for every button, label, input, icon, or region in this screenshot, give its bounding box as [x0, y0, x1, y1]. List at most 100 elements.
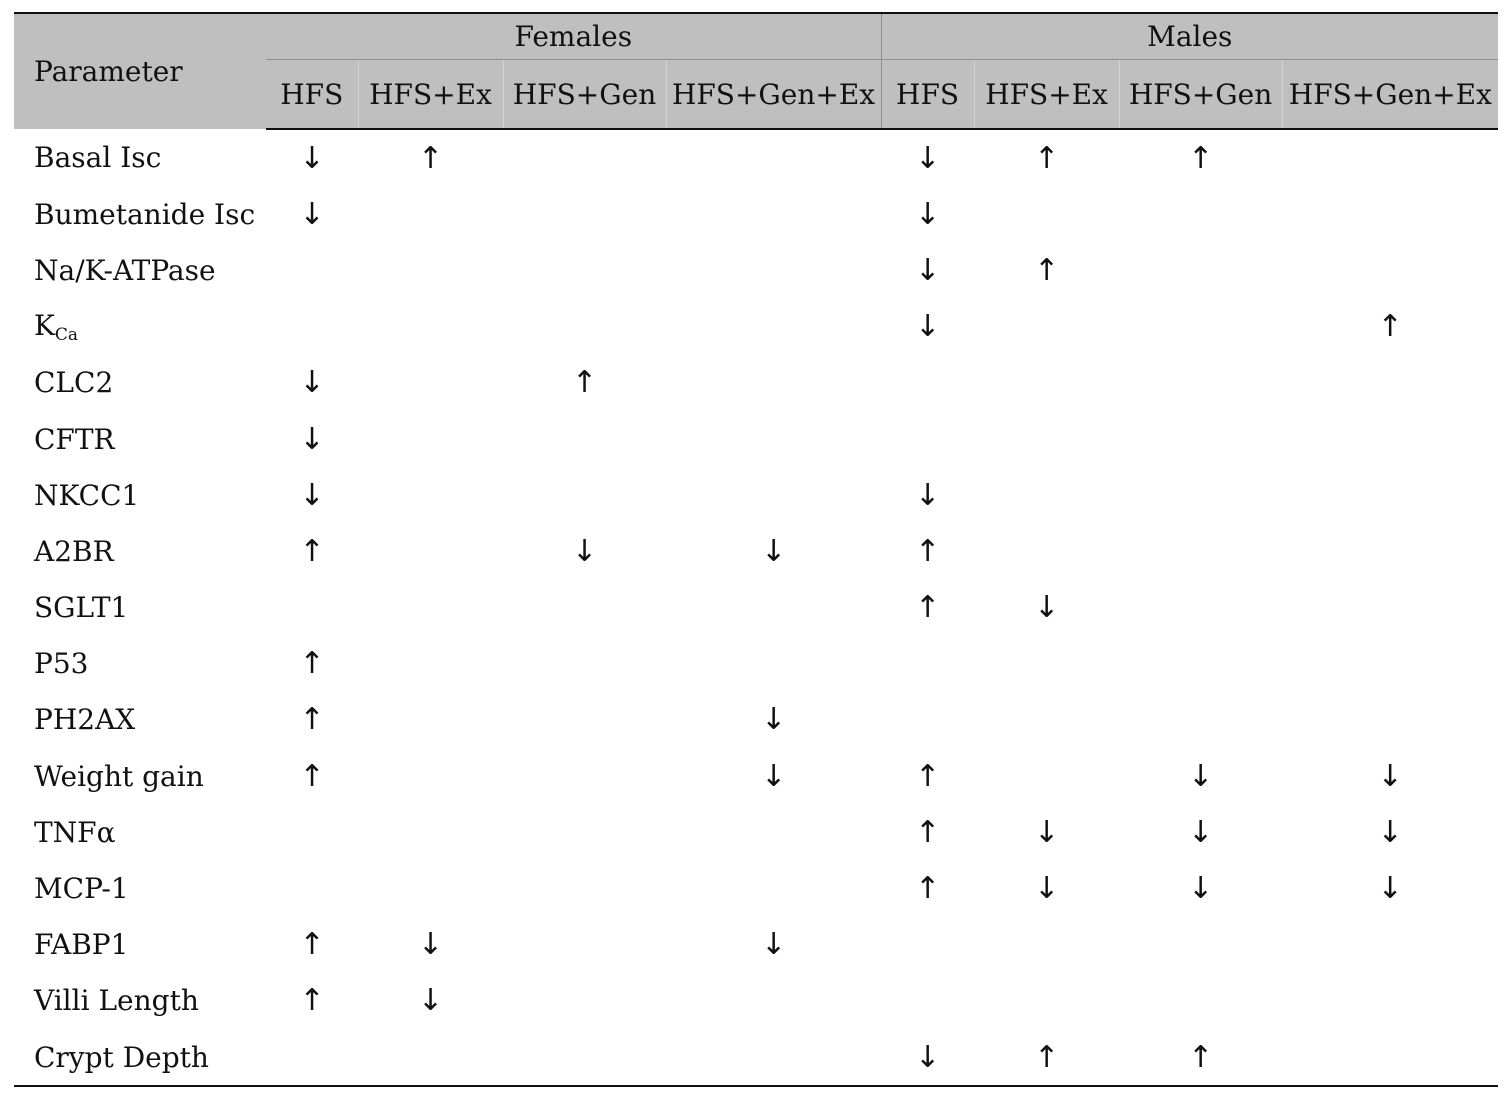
up-arrow-icon: ↑ [1033, 252, 1060, 288]
subcolumn-header: HFS+Ex [357, 59, 503, 130]
table-row: SGLT1 ↑ ↓ [14, 580, 1498, 636]
empty-cell [266, 242, 358, 298]
down-arrow-icon: ↓ [914, 196, 941, 232]
empty-cell [358, 299, 503, 355]
down-arrow-icon: ↓ [1377, 871, 1403, 907]
down-arrow-icon: ↓ [760, 702, 787, 738]
empty-cell [666, 186, 881, 242]
empty-cell [503, 973, 666, 1029]
up-arrow-icon: ↑ [914, 758, 941, 794]
down-arrow-icon: ↓ [417, 927, 444, 963]
up-arrow-icon: ↑ [914, 814, 941, 850]
empty-cell [266, 299, 358, 355]
empty-cell [881, 355, 974, 411]
header-subcolumn-row: HFS HFS+Ex HFS+Gen HFS+Gen+Ex HFS HFS+Ex… [14, 59, 1499, 130]
parameter-name-cell: Villi Length [14, 973, 266, 1029]
table-body: Basal Isc ↓ ↑ ↓ ↑ ↑ Bumetanide Isc ↓ ↓ Na/K-ATPas… [14, 129, 1499, 1088]
down-arrow-icon: ↓ [1187, 758, 1214, 794]
empty-cell [1119, 242, 1282, 298]
down-arrow-icon: ↓ [760, 758, 787, 794]
parameter-name: MCP-1 [34, 872, 129, 906]
down-arrow-icon: ↓ [914, 309, 941, 345]
parameter-name-cell: Crypt Depth [14, 1029, 266, 1088]
down-arrow-icon: ↓ [1033, 590, 1060, 626]
empty-cell [881, 917, 974, 973]
subcolumn-header: HFS+Gen+Ex [665, 59, 882, 130]
empty-cell [358, 411, 503, 467]
empty-cell [1119, 523, 1282, 579]
group-header-females: Females [266, 12, 882, 60]
down-arrow-icon: ↓ [299, 365, 325, 401]
down-arrow-icon: ↓ [760, 533, 787, 569]
empty-cell [974, 355, 1119, 411]
empty-cell [666, 129, 881, 186]
empty-cell [1282, 411, 1498, 467]
parameter-name: TNFα [34, 815, 116, 849]
up-arrow-icon: ↑ [1377, 309, 1403, 345]
empty-cell [666, 299, 881, 355]
empty-cell [503, 129, 666, 186]
empty-cell [974, 411, 1119, 467]
table-row: KCa ↓ ↑ [14, 299, 1498, 355]
group-header-males: Males [880, 12, 1499, 60]
empty-cell [1282, 242, 1498, 298]
empty-cell [1119, 355, 1282, 411]
empty-cell [666, 973, 881, 1029]
empty-cell [503, 692, 666, 748]
down-arrow-icon: ↓ [299, 196, 325, 232]
parameter-name: PH2AX [34, 703, 136, 737]
table-row: Weight gain ↑ ↓ ↑ ↓ ↓ [14, 748, 1498, 804]
up-arrow-icon: ↑ [914, 871, 941, 907]
empty-cell [666, 467, 881, 523]
up-arrow-icon: ↑ [299, 927, 325, 963]
down-arrow-icon: ↓ [1033, 814, 1060, 850]
empty-cell [503, 467, 666, 523]
parameter-header: Parameter [14, 12, 266, 129]
empty-cell [666, 580, 881, 636]
up-arrow-icon: ↑ [914, 533, 941, 569]
empty-cell [358, 355, 503, 411]
up-arrow-icon: ↑ [299, 702, 325, 738]
table-row: Crypt Depth ↓ ↑ ↑ [14, 1029, 1499, 1088]
parameter-name: CFTR [34, 422, 115, 456]
table-row: PH2AX ↑ ↓ [14, 692, 1498, 748]
parameter-name: Basal Isc [34, 141, 162, 175]
parameter-name: FABP1 [34, 928, 129, 962]
empty-cell [358, 242, 503, 298]
table-row: P53 ↑ [14, 636, 1498, 692]
parameter-name-cell: TNFα [14, 804, 266, 860]
empty-cell [974, 299, 1119, 355]
parameter-name-cell: CLC2 [14, 355, 266, 411]
empty-cell [974, 467, 1119, 523]
table-row: Basal Isc ↓ ↑ ↓ ↑ ↑ [14, 129, 1498, 186]
empty-cell [1282, 692, 1498, 748]
empty-cell [1282, 467, 1498, 523]
empty-cell [358, 860, 503, 916]
empty-cell [503, 636, 666, 692]
up-arrow-icon: ↑ [974, 1029, 1120, 1088]
down-arrow-icon: ↓ [571, 533, 598, 569]
empty-cell [974, 748, 1119, 804]
empty-cell [1282, 636, 1498, 692]
down-arrow-icon: ↓ [881, 1029, 975, 1088]
empty-cell [1282, 129, 1498, 186]
empty-cell [1282, 1029, 1499, 1088]
down-arrow-icon: ↓ [299, 477, 325, 513]
down-arrow-icon: ↓ [914, 477, 941, 513]
empty-cell [666, 242, 881, 298]
empty-cell [503, 1029, 666, 1088]
parameter-name-cell: Weight gain [14, 748, 266, 804]
empty-cell [266, 1029, 358, 1088]
table-row: Bumetanide Isc ↓ ↓ [14, 186, 1498, 242]
down-arrow-icon: ↓ [1033, 871, 1060, 907]
empty-cell [1282, 917, 1498, 973]
empty-cell [974, 692, 1119, 748]
empty-cell [1119, 186, 1282, 242]
empty-cell [503, 242, 666, 298]
parameter-name: Na/K-ATPase [34, 253, 216, 287]
empty-cell [1282, 580, 1498, 636]
empty-cell [666, 860, 881, 916]
empty-cell [503, 748, 666, 804]
empty-cell [503, 299, 666, 355]
results-table-container: Parameter Females Males HFS HFS+Ex HFS+G… [14, 12, 1499, 1088]
